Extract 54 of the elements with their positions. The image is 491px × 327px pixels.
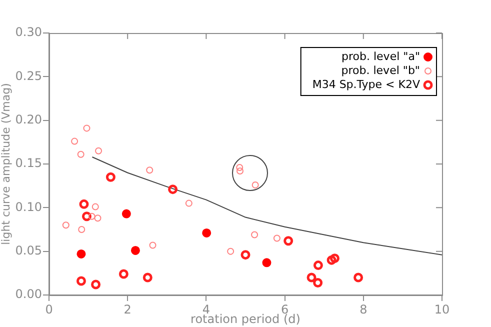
point xyxy=(273,234,280,242)
point xyxy=(77,150,84,158)
point xyxy=(92,203,99,210)
point xyxy=(240,250,250,260)
point xyxy=(130,246,140,255)
x-tick-label: 6 xyxy=(280,302,289,316)
point xyxy=(78,226,86,233)
point xyxy=(306,272,316,282)
point xyxy=(88,212,96,220)
y-axis-title: light curve amplitude (Vmag) xyxy=(0,83,12,245)
point xyxy=(236,167,244,174)
point xyxy=(262,258,272,268)
point xyxy=(227,248,234,255)
y-tick-label: 0.30 xyxy=(15,25,42,40)
point xyxy=(185,200,192,207)
point xyxy=(94,214,102,222)
point xyxy=(142,272,152,282)
x-tick-label: 0 xyxy=(45,302,53,316)
x-tick-label: 8 xyxy=(360,302,368,316)
point xyxy=(76,249,86,258)
point xyxy=(251,231,258,238)
point xyxy=(62,222,70,229)
legend-label: prob. level "a" xyxy=(342,50,420,63)
point xyxy=(168,184,178,194)
y-tick-label: 0.20 xyxy=(15,112,42,126)
point xyxy=(313,278,323,288)
x-tick-label: 10 xyxy=(434,302,450,316)
point xyxy=(252,181,259,188)
point xyxy=(354,272,364,282)
point xyxy=(76,276,86,286)
point xyxy=(95,147,102,154)
legend-label: prob. level "b" xyxy=(341,64,420,77)
legend-label: M34 Sp.Type < K2V xyxy=(312,78,420,91)
point xyxy=(122,209,131,218)
point xyxy=(91,280,101,290)
point xyxy=(236,164,244,171)
y-tick-label: 0.15 xyxy=(15,156,42,170)
point xyxy=(313,260,323,270)
x-tick-label: 2 xyxy=(124,302,132,316)
y-tick-label: 0.10 xyxy=(15,200,42,214)
point xyxy=(106,172,116,182)
point xyxy=(83,124,90,132)
y-tick-label: 0.00 xyxy=(15,287,42,302)
y-tick-label: 0.05 xyxy=(15,243,42,258)
point xyxy=(79,199,89,209)
y-tick-label: 0.25 xyxy=(15,68,42,83)
point xyxy=(149,242,156,249)
point xyxy=(202,228,212,238)
point xyxy=(118,269,128,279)
point xyxy=(330,254,340,264)
point xyxy=(146,166,154,174)
point xyxy=(284,236,294,246)
point xyxy=(71,138,78,145)
point xyxy=(326,255,336,265)
